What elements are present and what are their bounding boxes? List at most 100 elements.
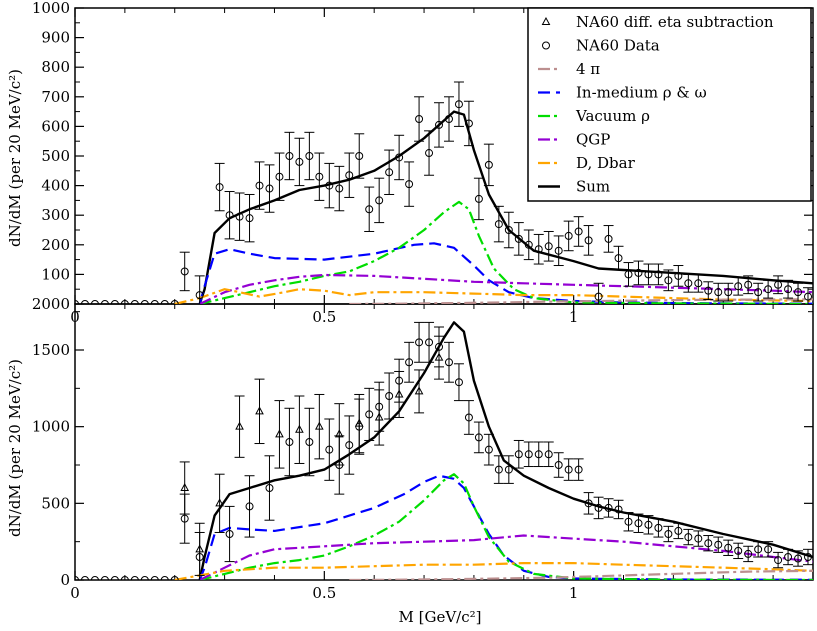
bottom-y-tick-label: 0: [60, 571, 70, 589]
top-data-point: [784, 285, 793, 294]
bottom-data-point: [385, 392, 394, 400]
top-data-point: [534, 245, 543, 254]
top-y-tick-label: 300: [41, 206, 70, 224]
top-data-point: [140, 300, 149, 304]
top-y-tick-label: 200: [41, 236, 70, 254]
bottom-data-point: [474, 433, 483, 442]
top-data-point: [100, 300, 109, 304]
top-data-point: [674, 271, 683, 280]
top-data-point: [150, 300, 159, 304]
bottom-y-tick-label: 1500: [32, 341, 70, 359]
top-data-point: [504, 226, 513, 234]
top-data-point: [604, 234, 613, 243]
bottom-data-point: [674, 526, 683, 535]
bottom-data-point-triangle: [215, 498, 224, 507]
legend-entry-label: QGP: [576, 131, 610, 149]
top-data-point: [415, 115, 424, 123]
top-data-point: [235, 212, 244, 221]
legend-marker-circle: [542, 41, 550, 50]
bottom-data-point: [120, 576, 129, 580]
top-data-point: [170, 300, 179, 304]
bottom-plot-content: [75, 321, 813, 580]
bottom-data-point: [285, 438, 294, 446]
top-data-point: [594, 292, 603, 301]
legend-entry-label: 4 π: [576, 60, 600, 78]
bottom-data-point: [754, 545, 763, 554]
top-data-point: [435, 120, 444, 129]
bottom-data-point-triangle: [394, 389, 404, 398]
bottom-x-axis-title: M [GeV/c²]: [399, 608, 482, 626]
bottom-data-point-triangle: [354, 418, 364, 427]
bottom-data-point: [180, 514, 189, 523]
top-data-point: [444, 115, 453, 123]
top-data-point: [385, 168, 394, 177]
top-x-tick-label: 0: [70, 308, 80, 326]
top-data-point: [634, 268, 643, 277]
top-data-point: [130, 300, 139, 304]
top-data-point: [584, 236, 593, 245]
top-data-point: [225, 211, 234, 220]
top-axis-ticks: 0 0.5 1 2000 100 200 300 400 500 600 700 800 900 1000: [32, 0, 813, 326]
top-series-vacuum: [199, 200, 813, 304]
bottom-data-point: [305, 438, 314, 446]
top-y-tick-label: 1000: [32, 0, 70, 17]
top-y-tick-label: 2000: [32, 295, 70, 313]
bottom-data-point: [170, 576, 179, 580]
top-y-tick-label: 700: [41, 88, 70, 106]
bottom-data-point: [245, 502, 254, 511]
top-data-point: [255, 181, 264, 190]
top-y-tick-label: 900: [41, 29, 70, 47]
top-data-point: [180, 267, 189, 276]
bottom-data-point-triangle: [334, 429, 344, 438]
bottom-series-sum: [198, 321, 813, 580]
bottom-data-point: [694, 534, 703, 543]
bottom-data-point: [704, 539, 713, 548]
bottom-data-point: [574, 465, 583, 474]
top-data-point: [315, 172, 324, 181]
top-data-point: [754, 288, 763, 297]
top-data-point: [734, 282, 743, 291]
legend-entry-label: Vacuum ρ: [575, 107, 650, 125]
top-data-point: [454, 100, 463, 109]
top-data-point: [644, 270, 653, 279]
bottom-data-point: [110, 576, 119, 580]
top-data-point: [120, 300, 129, 304]
bottom-data-point: [714, 540, 723, 549]
bottom-data-point: [604, 503, 613, 512]
bottom-data-point: [405, 358, 414, 367]
bottom-data-point: [130, 576, 139, 580]
bottom-data-point-triangle: [434, 352, 444, 361]
bottom-series-vacuum: [199, 473, 813, 580]
bottom-data-point: [564, 465, 573, 474]
top-data-point: [494, 220, 503, 229]
bottom-series-d-dbar: [174, 561, 813, 580]
top-data-point: [80, 300, 89, 304]
legend-entry-label: NA60 diff. eta subtraction: [576, 13, 774, 31]
legend-entry-label: NA60 Data: [576, 37, 660, 55]
bottom-data-point: [654, 523, 663, 532]
top-data-point: [554, 246, 563, 255]
bottom-data-point: [444, 358, 453, 367]
top-data-point: [345, 171, 354, 180]
bottom-data-point: [345, 441, 354, 450]
bottom-data-point-triangle: [374, 412, 384, 421]
top-data-point: [355, 152, 364, 160]
bottom-data-point: [794, 554, 803, 563]
top-data-point: [514, 234, 523, 243]
top-x-tick-label: 1: [569, 308, 579, 326]
bottom-data-point: [100, 576, 109, 580]
bottom-data-point: [80, 576, 89, 580]
bottom-data-point: [415, 338, 424, 347]
legend-entry-label: Sum: [576, 178, 610, 196]
bottom-data-point: [325, 445, 334, 454]
bottom-data-point: [684, 533, 693, 542]
top-data-point: [574, 227, 583, 236]
top-data-point: [524, 240, 533, 249]
bottom-data-point: [464, 413, 473, 422]
top-data-point: [704, 286, 713, 295]
bottom-data-point-triangle: [180, 482, 190, 491]
legend-box: [527, 7, 812, 202]
top-series-d-dbar: [174, 288, 813, 304]
bottom-data-point: [425, 338, 434, 347]
